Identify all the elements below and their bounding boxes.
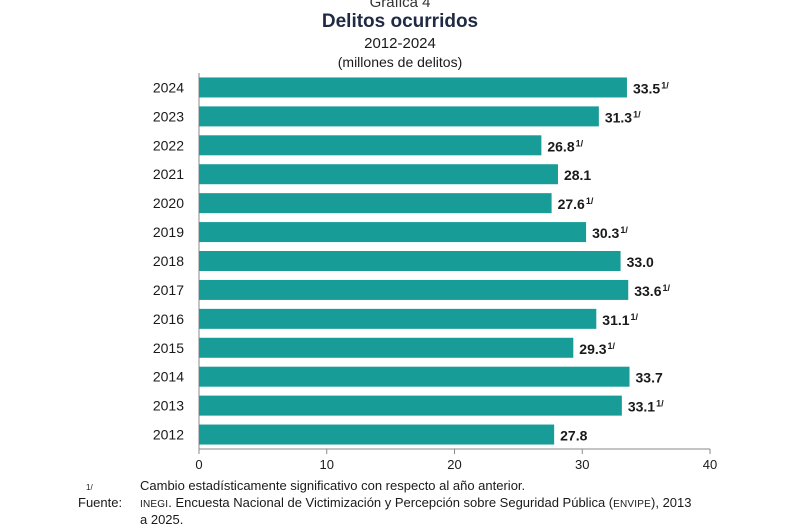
data-label: 26.81/	[547, 138, 583, 154]
data-label: 31.11/	[602, 312, 638, 328]
bar	[199, 337, 574, 358]
y-tick-label: 2015	[153, 340, 184, 356]
y-tick-label: 2013	[153, 398, 184, 414]
chart-title: Delitos ocurridos	[321, 11, 479, 32]
y-tick-label: 2024	[153, 79, 184, 95]
data-label: 33.51/	[633, 80, 669, 96]
bar	[199, 77, 627, 98]
significance-flag: 1/	[586, 196, 594, 206]
significance-flag: 1/	[608, 341, 616, 351]
y-tick-label: 2021	[153, 166, 184, 182]
significance-flag: 1/	[656, 399, 664, 409]
source-org: INEGI	[140, 499, 169, 510]
bar	[199, 193, 552, 214]
footnote-text: Cambio estadísticamente significativo co…	[140, 478, 526, 493]
data-label: 30.31/	[592, 225, 628, 241]
chart-unit: (millones de delitos)	[337, 54, 463, 70]
x-tick-label: 20	[447, 457, 461, 472]
x-tick-label: 10	[320, 457, 334, 472]
y-tick-label: 2014	[153, 369, 184, 385]
data-label: 33.0	[627, 254, 654, 270]
source-text: INEGI. Encuesta Nacional de Victimizació…	[140, 495, 780, 510]
x-tick-label: 30	[575, 457, 589, 472]
y-tick-label: 2016	[153, 311, 184, 327]
source-abbr: ENVIPE	[613, 499, 652, 510]
data-label: 27.8	[560, 428, 587, 444]
source-text-3: a 2025.	[140, 512, 184, 527]
y-tick-label: 2023	[153, 108, 184, 124]
bar	[199, 251, 621, 271]
significance-flag: 1/	[662, 283, 670, 293]
y-tick-label: 2012	[153, 427, 184, 443]
data-label: 29.31/	[579, 341, 615, 357]
y-tick-label: 2022	[153, 137, 184, 153]
bar	[199, 366, 630, 387]
bar	[199, 222, 587, 243]
significance-flag: 1/	[631, 312, 639, 322]
bar	[199, 308, 597, 329]
bar	[199, 279, 629, 300]
data-label: 33.61/	[634, 283, 670, 299]
x-tick-label: 0	[195, 457, 202, 472]
bar	[199, 164, 558, 185]
bar	[199, 395, 622, 416]
significance-flag: 1/	[661, 80, 669, 90]
y-tick-label: 2019	[153, 224, 184, 240]
significance-flag: 1/	[576, 138, 584, 148]
data-label: 31.31/	[605, 109, 641, 125]
y-tick-label: 2020	[153, 195, 184, 211]
graph-label: Gráfica 4	[369, 0, 431, 11]
source-label: Fuente:	[78, 495, 123, 510]
bar	[199, 424, 555, 445]
footnote-marker: 1/	[86, 483, 93, 492]
data-label: 27.61/	[558, 196, 594, 212]
source-text-1: . Encuesta Nacional de Victimización y P…	[168, 495, 614, 510]
data-label: 33.11/	[628, 399, 664, 415]
y-tick-label: 2018	[153, 253, 184, 269]
data-label: 33.7	[636, 370, 663, 386]
significance-flag: 1/	[620, 225, 628, 235]
bar	[199, 135, 542, 156]
significance-flag: 1/	[633, 109, 641, 119]
data-label: 28.1	[564, 167, 591, 183]
y-tick-label: 2017	[153, 282, 184, 298]
source-text-2: ), 2013	[651, 495, 692, 510]
x-tick-label: 40	[703, 457, 717, 472]
bar	[199, 106, 599, 127]
chart-period: 2012-2024	[364, 35, 436, 52]
